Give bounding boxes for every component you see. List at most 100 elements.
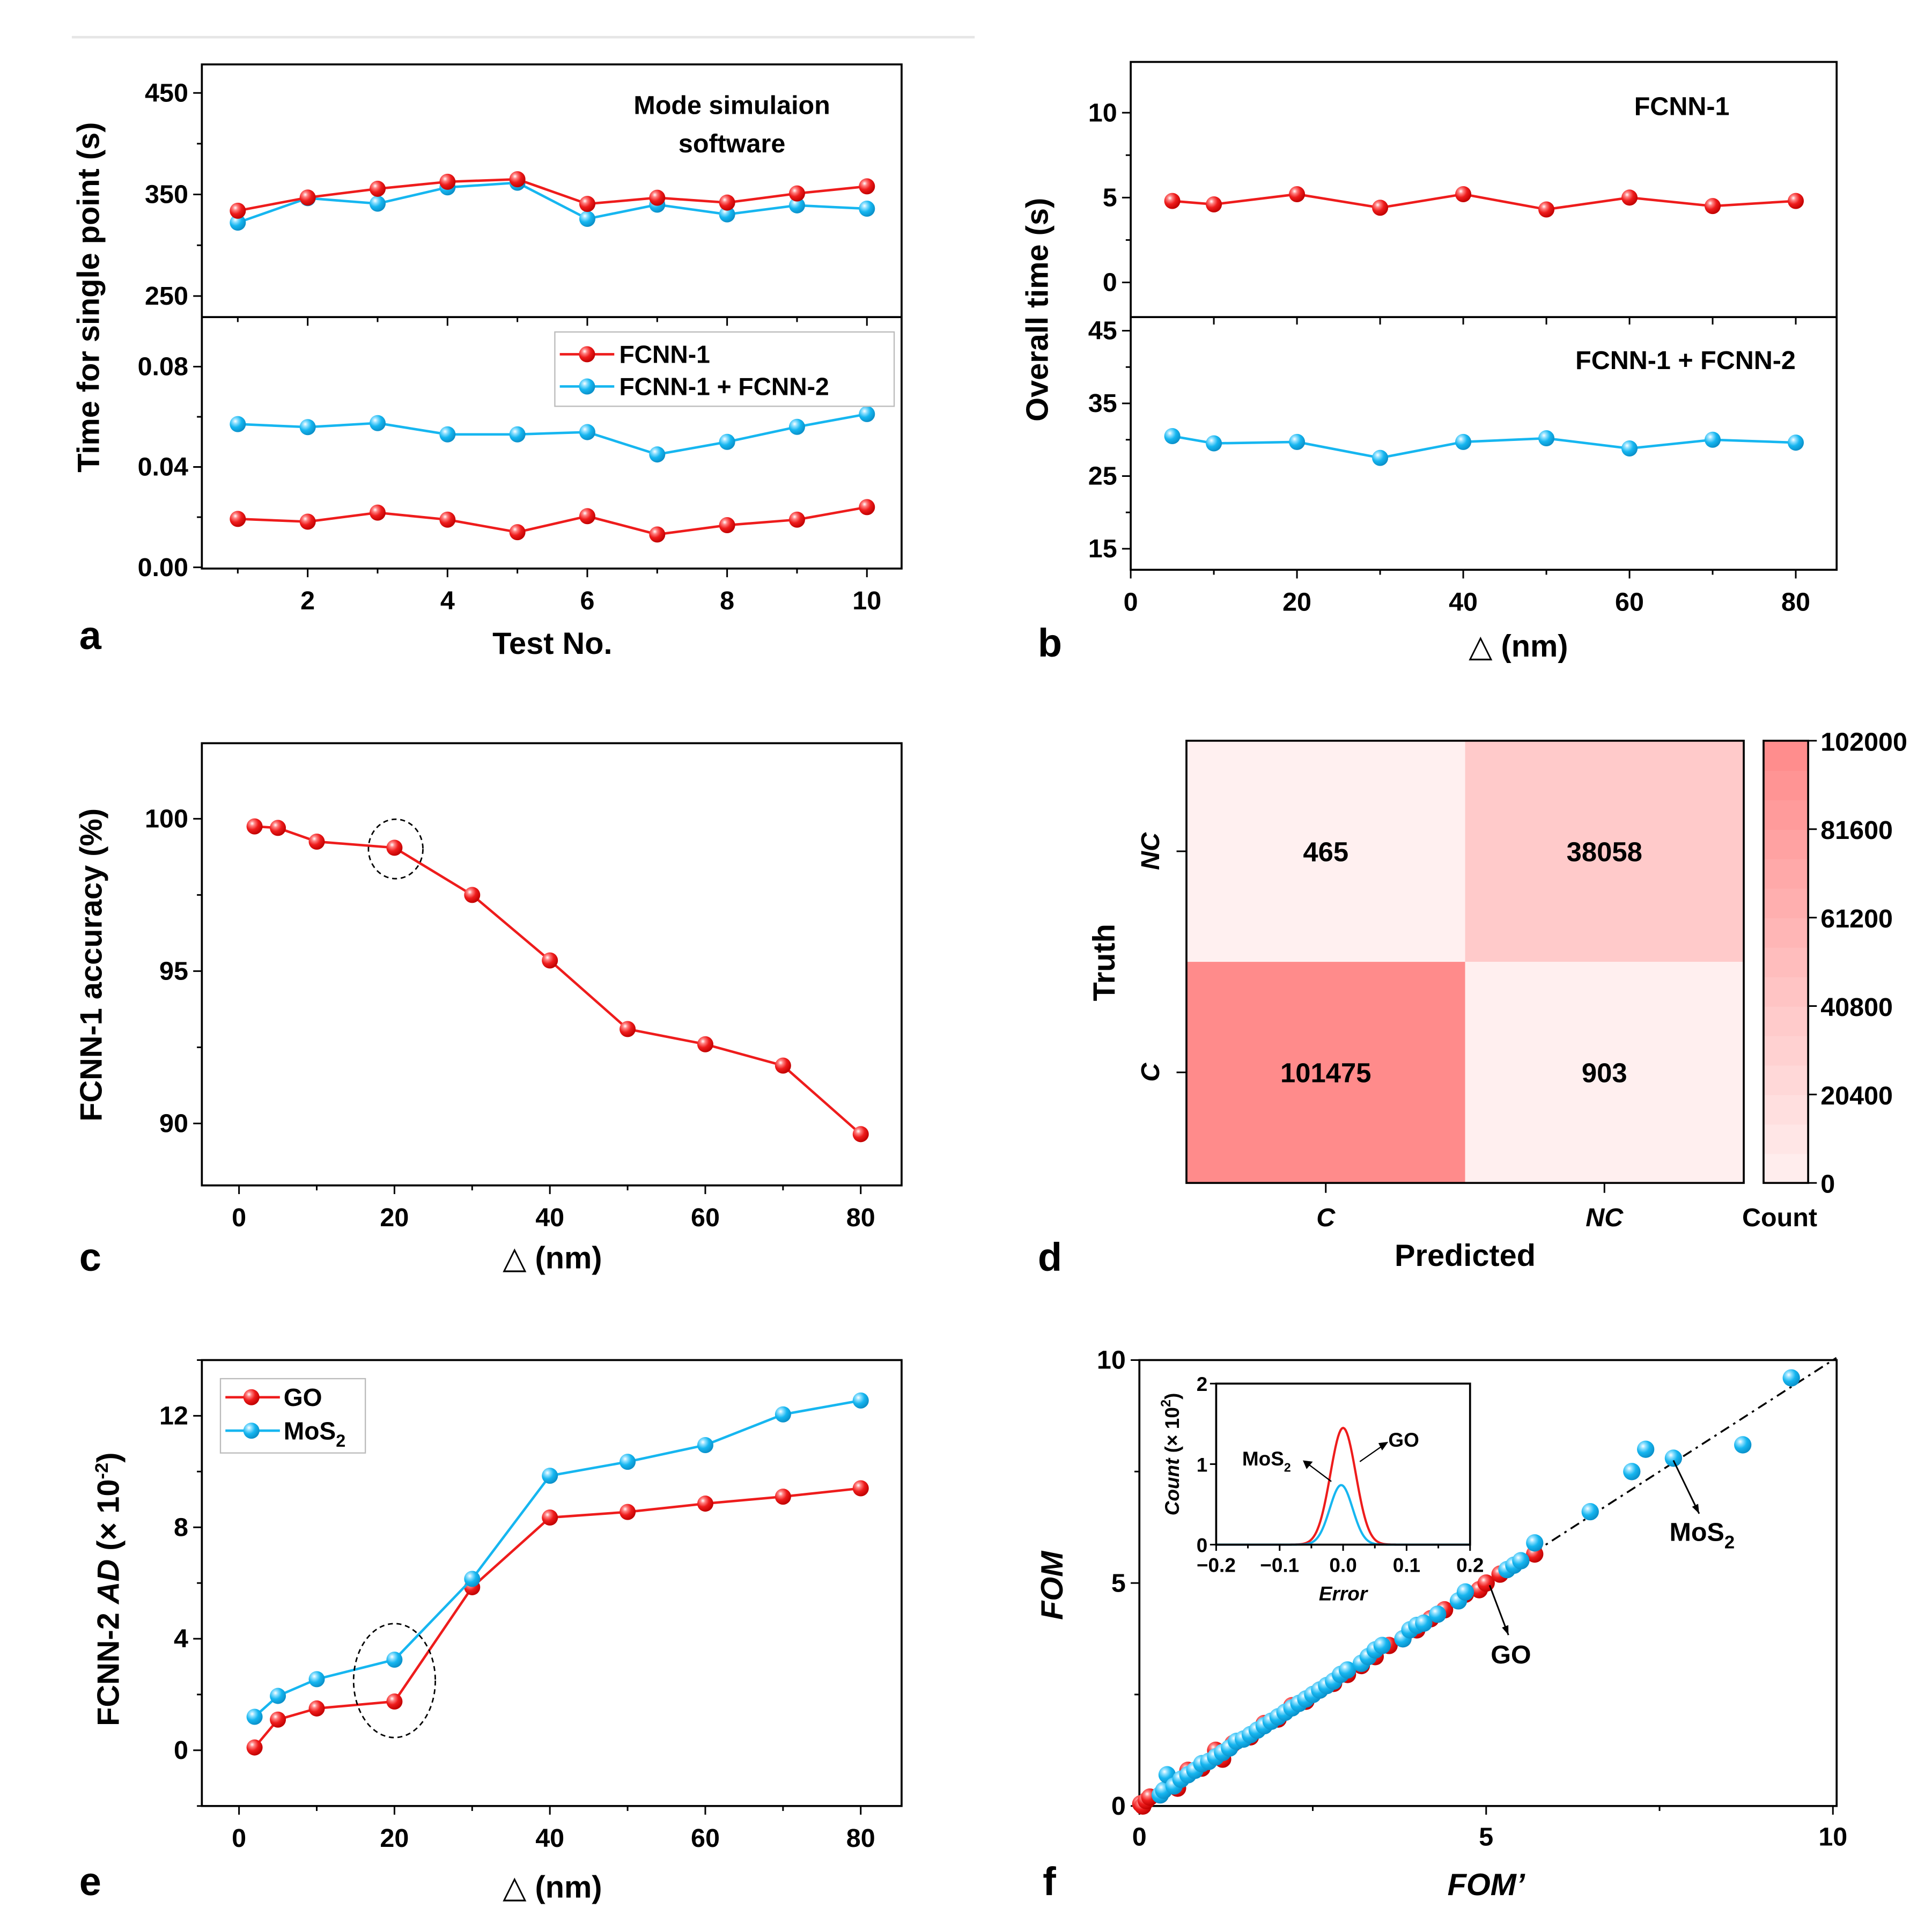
y-tick-label: 25 [1088,462,1117,491]
data-point [542,1468,558,1484]
data-point [620,1021,636,1037]
colorbar-step [1763,858,1809,889]
data-point [1289,433,1306,450]
data-point [1538,201,1555,218]
panel-letter: e [79,1859,101,1904]
data-point [852,1480,869,1497]
x-tick-label: 60 [691,1203,720,1232]
y-tick-label: 10 [1088,98,1117,127]
data-point [1206,196,1222,212]
data-point [1788,193,1804,209]
scatter-point-mos2 [1456,1583,1474,1601]
legend-marker [579,378,595,395]
panel-a: 250 350 450 Mode simulaion software 0.00 0.04 0… [72,63,903,661]
data-point [649,526,666,543]
data-point [579,508,595,525]
y-tick-label: 250 [145,282,188,311]
x-axis-label: Test No. [492,627,612,661]
annotation-mos2: MoS2 [1669,1518,1735,1553]
y-tick-label: 100 [145,805,188,834]
panel-d: 465 38058 101475 903 C NC NC C Truth Predicted 0 20… [1038,727,1907,1279]
y-axis-label: FCNN-1 accuracy (%) [74,808,108,1122]
colorbar-tick-label: 20400 [1820,1081,1893,1110]
y-tick-label: 90 [159,1109,188,1138]
y-category-label: NC [1136,832,1165,870]
x-tick-label: 0 [1124,587,1138,616]
x-tick-label: 0 [232,1824,246,1853]
x-tick-label: 4 [440,586,455,615]
data-point [852,1126,869,1143]
data-point [230,214,246,231]
y-tick-label: 5 [1111,1568,1126,1597]
inset-background [1216,1383,1470,1545]
mos2-arrow-head [1692,1504,1699,1514]
y-tick-label: 0.00 [138,553,188,582]
annotation-go: GO [1491,1640,1531,1669]
colorbar-tick-label: 102000 [1820,727,1907,756]
inset-label-mos2-text: MoS [1242,1448,1284,1470]
y-tick-label: 4 [174,1624,188,1653]
data-point [509,524,526,541]
data-point [1538,430,1555,447]
data-point [859,178,875,195]
highlight-circle [367,818,424,880]
scatter-point-mos2 [1429,1605,1447,1623]
colorbar-label: Count [1742,1203,1817,1232]
annotation-mos2-subscript: 2 [1724,1532,1735,1552]
plot-frame [201,742,903,1187]
legend: GO MoS2 [219,1378,366,1454]
data-point [308,1700,325,1717]
panel-letter: a [79,613,102,658]
x-category-label: C [1316,1203,1336,1232]
inset-x-tick-label: −0.1 [1260,1554,1299,1576]
y-tick-label: 8 [174,1513,188,1542]
scatter-point-mos2 [1782,1369,1800,1387]
legend-label: MoS2 [284,1417,345,1450]
colorbar-step [1763,1124,1809,1154]
y-tick-label: 5 [1103,183,1117,212]
y-axis-label-part: ) [92,1453,126,1463]
colorbar-step [1763,1035,1809,1066]
inset-x-axis-label: Error [1319,1582,1369,1604]
colorbar-tick-label: 81600 [1820,816,1893,845]
x-tick-label: 20 [380,1824,409,1853]
inset-go-arrow [1359,1443,1385,1462]
data-point [230,202,246,219]
cell-value: 903 [1582,1058,1627,1088]
y-tick-label: 0.04 [138,453,188,482]
inset-label-mos2-subscript: 2 [1284,1460,1291,1474]
x-axis-label: △ (nm) [1469,629,1568,664]
data-point [386,839,403,856]
inset-y-axis-label-part: Count [1161,1457,1183,1515]
x-tick-label: 10 [1818,1823,1847,1852]
scatter-point-mos2 [1734,1436,1752,1454]
series-line-blue [237,181,867,224]
x-axis-label: △ (nm) [503,1870,602,1905]
mos2-arrow [1672,1460,1700,1514]
x-tick-label: 10 [852,586,881,615]
legend-marker [243,1389,260,1405]
data-point [697,1036,713,1052]
data-point [1455,433,1472,450]
inset-y-axis-label-part: (× 10 [1161,1407,1183,1458]
data-point [620,1504,636,1520]
scatter-point-mos2 [1339,1661,1356,1679]
inset-y-tick-label: 1 [1197,1454,1208,1476]
panel-letter: f [1043,1859,1056,1904]
data-point [719,517,735,534]
scatter-point-mos2 [1373,1637,1391,1654]
x-tick-label: 40 [535,1203,564,1232]
series-line-blue [254,1399,861,1718]
data-point [270,1711,286,1728]
data-point [775,1057,791,1074]
cell-value: 465 [1303,836,1348,867]
panel-letter: c [79,1235,101,1279]
y-tick-label: 0.08 [138,352,188,381]
data-point [788,197,805,213]
colorbar-step [1763,1153,1809,1184]
x-axis-label: △ (nm) [503,1241,602,1276]
inset-y-tick-label: 2 [1197,1373,1208,1395]
inset-y-axis-label-superscript: 2 [1159,1400,1174,1407]
